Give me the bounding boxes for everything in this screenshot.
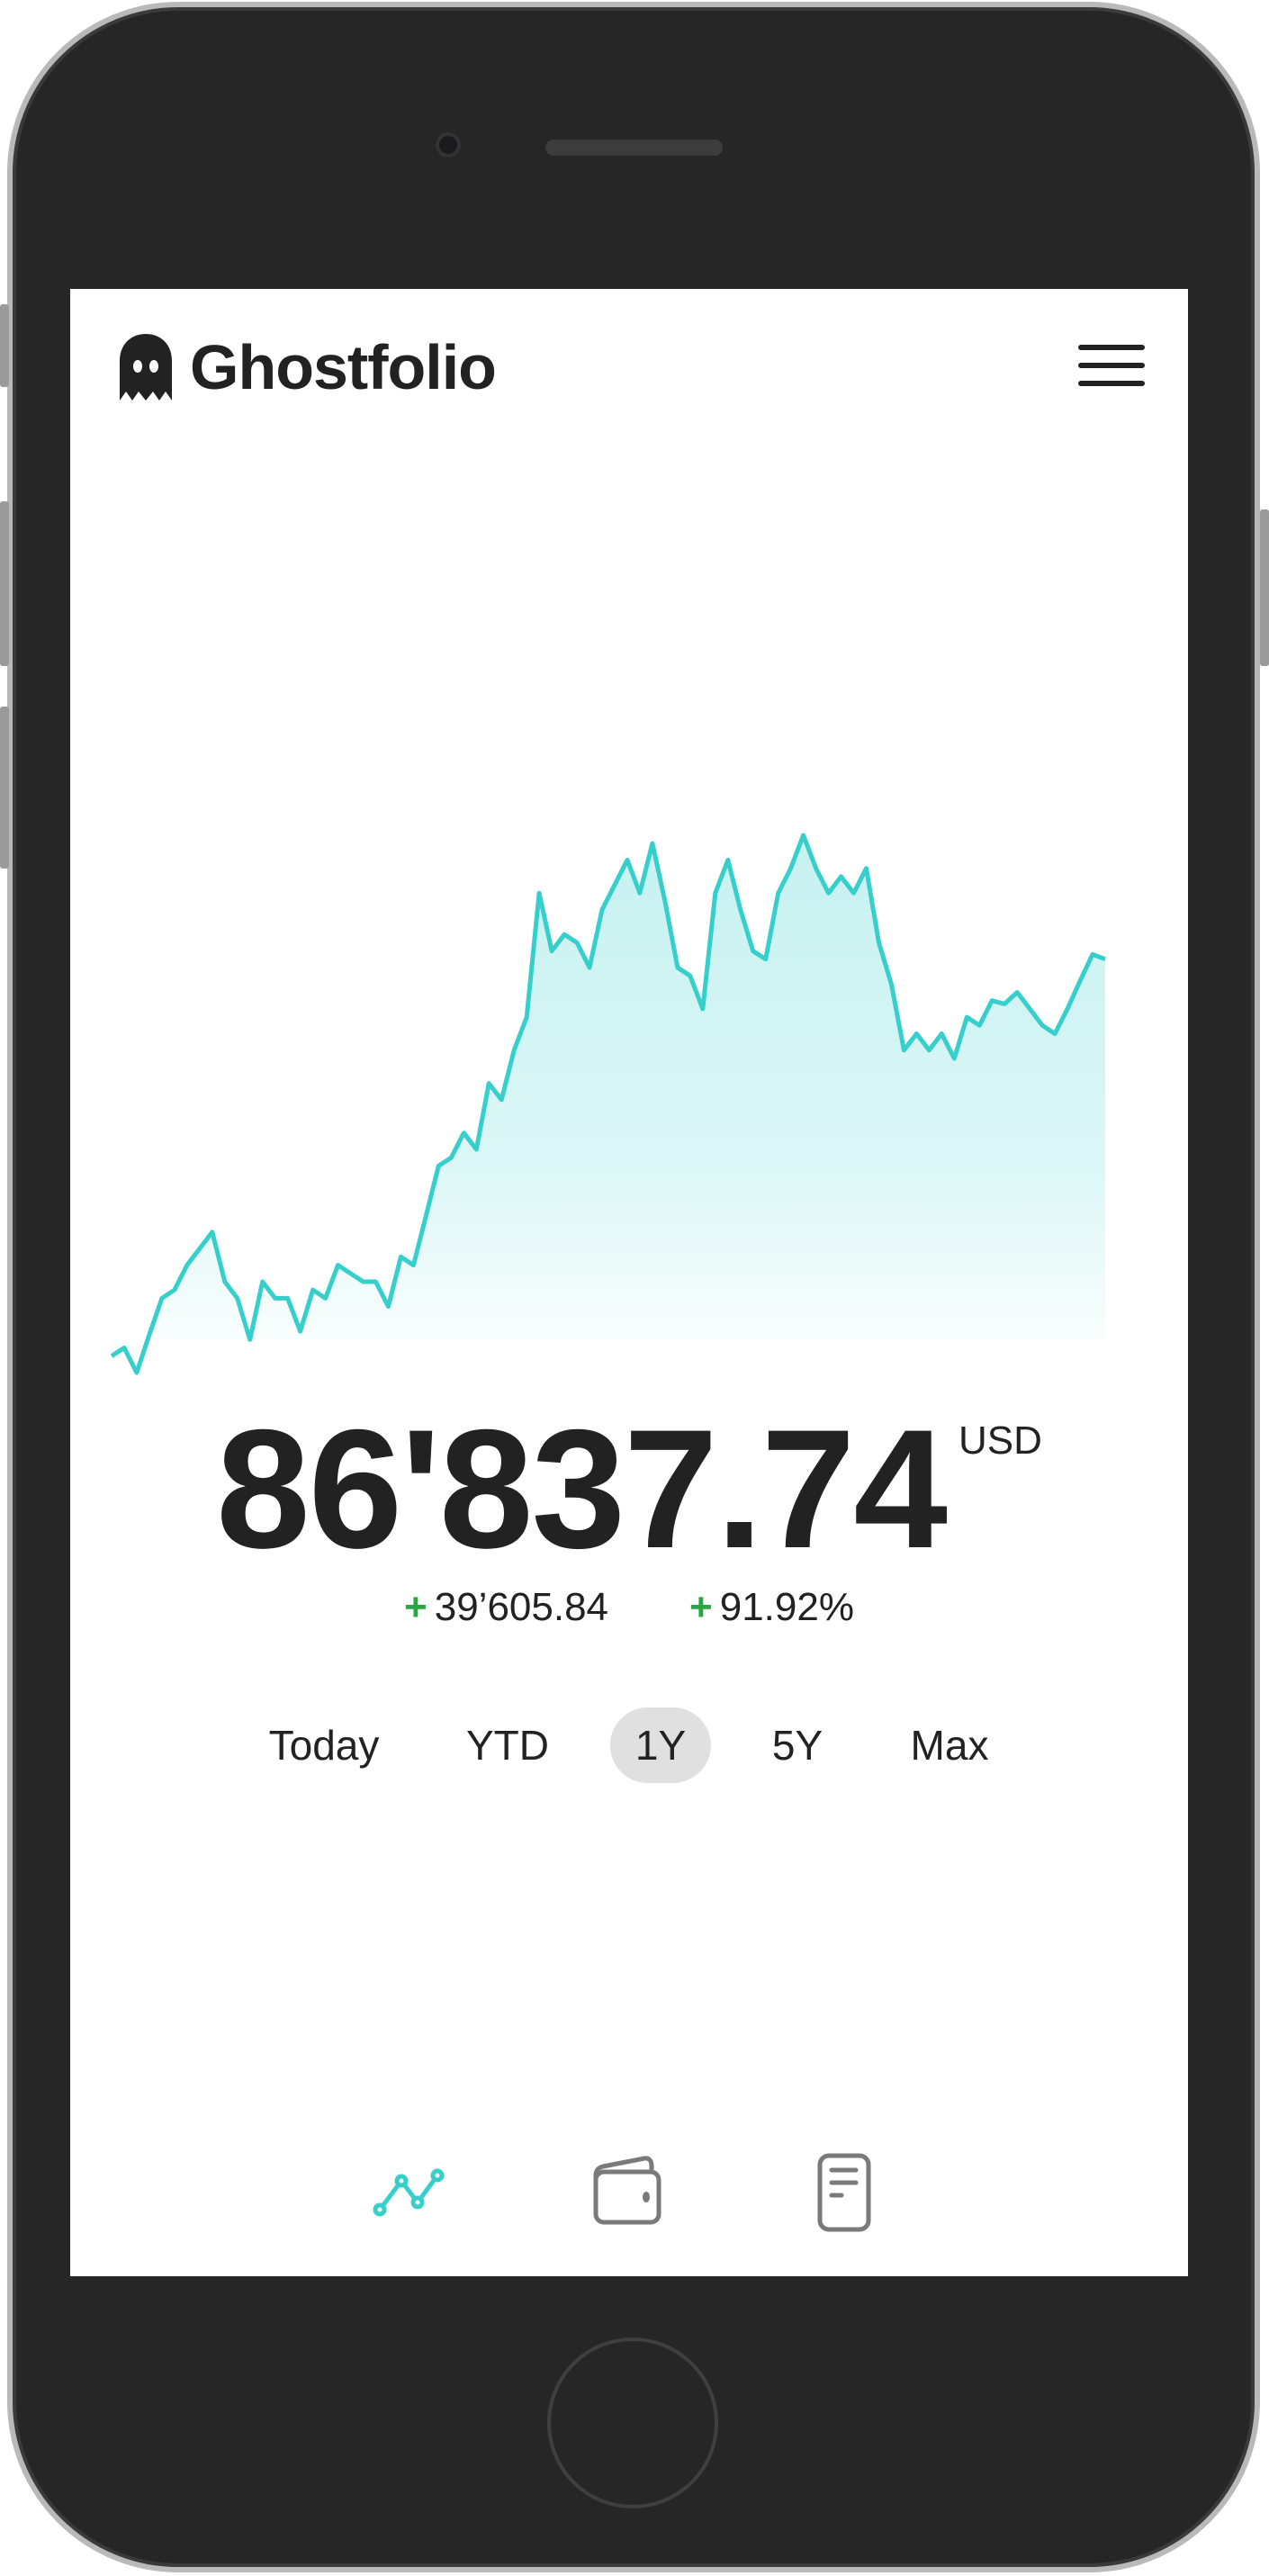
range-max[interactable]: Max (910, 1722, 989, 1769)
hamburger-menu-icon[interactable] (1078, 345, 1145, 388)
volume-up-button (0, 501, 9, 666)
home-button[interactable] (547, 2337, 718, 2508)
relative-change: +91.92% (689, 1585, 854, 1630)
performance-changes: +39’605.84 +91.92% (70, 1585, 1188, 1630)
volume-down-button (0, 707, 9, 869)
power-button (1260, 509, 1269, 666)
mute-switch (0, 304, 9, 387)
absolute-change-value: 39’605.84 (434, 1585, 609, 1629)
document-icon[interactable] (802, 2148, 888, 2235)
wallet-icon[interactable] (585, 2148, 671, 2235)
app-logo[interactable]: Ghostfolio (120, 331, 497, 403)
analytics-chart-icon[interactable] (369, 2148, 455, 2235)
range-ytd[interactable]: YTD (466, 1722, 549, 1769)
range-1y[interactable]: 1Y (609, 1707, 712, 1783)
earpiece-speaker (545, 140, 723, 156)
relative-change-value: 91.92% (719, 1585, 854, 1629)
range-5y[interactable]: 5Y (771, 1722, 824, 1769)
app-screen: Ghostfolio 86'837.74 USD +39’605.84 +91.… (70, 289, 1188, 2276)
absolute-change: +39’605.84 (404, 1585, 608, 1630)
performance-chart (110, 833, 1106, 1375)
currency-label: USD (958, 1419, 1042, 1463)
front-camera (436, 132, 461, 158)
range-today[interactable]: Today (268, 1722, 380, 1769)
total-value: 86'837.74 (216, 1394, 948, 1583)
chart-series-line (110, 833, 1106, 1375)
plus-sign: + (404, 1585, 428, 1629)
plus-sign: + (689, 1585, 713, 1629)
app-title: Ghostfolio (190, 332, 497, 402)
ghost-icon (120, 334, 172, 401)
total-value-block: 86'837.74 USD (70, 1396, 1188, 1582)
chart-area-fill (112, 835, 1105, 1373)
